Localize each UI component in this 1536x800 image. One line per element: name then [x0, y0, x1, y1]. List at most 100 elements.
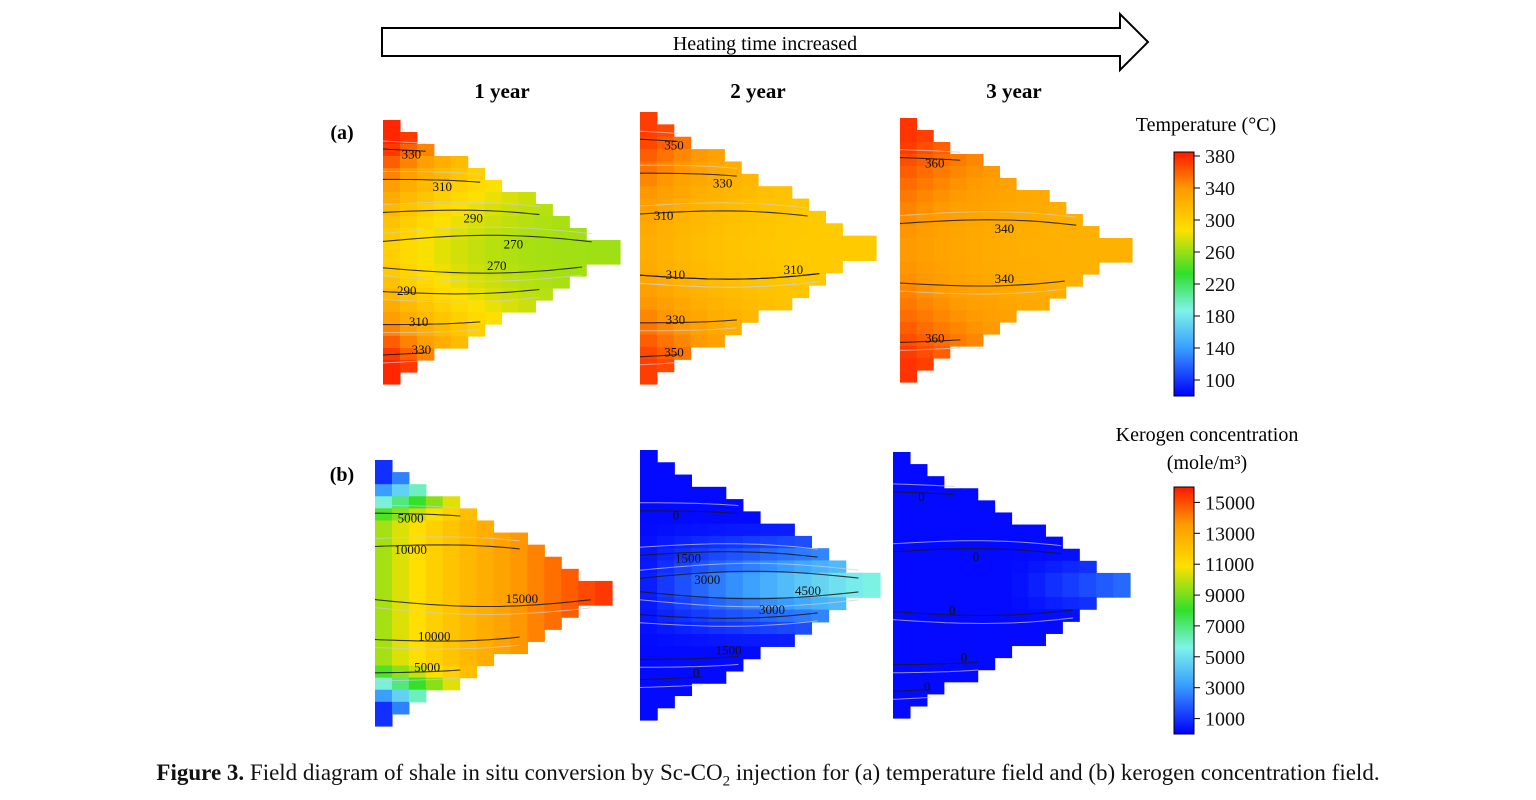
- field-cell: [544, 568, 562, 582]
- field-cell: [900, 286, 918, 299]
- field-cell: [708, 670, 727, 684]
- contour-line-minor: [383, 329, 481, 334]
- field-cell: [725, 585, 744, 598]
- field-cell: [690, 309, 709, 323]
- field-cell: [1016, 250, 1034, 263]
- field-cell: [933, 142, 951, 155]
- field-cell: [674, 535, 693, 549]
- field-cell: [725, 621, 744, 635]
- field-cell: [1045, 572, 1063, 586]
- contour-line: [374, 636, 520, 642]
- field-cell: [859, 235, 877, 249]
- field-cell: [484, 204, 503, 217]
- field-cell: [909, 560, 928, 574]
- field-cell: [408, 641, 427, 655]
- contour-line: [640, 319, 737, 324]
- field-cell: [916, 166, 934, 179]
- contour-label: 330: [713, 175, 733, 190]
- field-cell: [459, 665, 478, 679]
- field-cell: [535, 288, 553, 301]
- field-cell: [943, 548, 962, 562]
- field-cell: [893, 621, 911, 634]
- field-cell: [433, 240, 452, 253]
- colorbar-tick-label: 100: [1205, 370, 1235, 392]
- field-cell: [433, 300, 452, 313]
- field-cell: [926, 572, 945, 586]
- field-cell: [691, 585, 710, 598]
- field-cell: [674, 621, 693, 635]
- field-cell: [916, 274, 934, 287]
- field-cell: [640, 658, 658, 672]
- field-cell: [724, 235, 742, 249]
- field-cell: [569, 240, 587, 253]
- field-cell: [994, 585, 1013, 598]
- field-cell: [893, 560, 911, 574]
- field-cell: [399, 168, 418, 181]
- field-cell: [535, 204, 553, 217]
- contour-line: [892, 609, 1074, 617]
- field-cell: [933, 250, 951, 263]
- field-cell: [383, 192, 401, 205]
- field-cell: [926, 548, 945, 562]
- field-cell: [408, 689, 427, 703]
- field-cell: [758, 272, 776, 286]
- colorbar-tick-label: 1000: [1205, 709, 1245, 731]
- field-cell: [811, 609, 830, 623]
- field-cell: [893, 669, 911, 683]
- field-cell: [657, 462, 675, 476]
- field-cell: [707, 334, 725, 348]
- field-cell: [725, 646, 744, 660]
- contour-line-minor: [892, 483, 955, 488]
- field-cell: [459, 605, 478, 618]
- field-cell: [476, 653, 495, 667]
- contour-label: 0: [693, 665, 700, 680]
- field-cell: [493, 593, 512, 606]
- field-cell: [493, 629, 512, 642]
- field-cell: [691, 634, 710, 647]
- field-cell: [774, 198, 793, 212]
- field-cell: [774, 235, 793, 249]
- field-cell: [893, 633, 911, 647]
- field-cell: [375, 653, 393, 667]
- field-cell: [1045, 548, 1063, 562]
- field-cell: [673, 136, 692, 150]
- field-cell: [943, 621, 962, 634]
- field-cell: [1082, 250, 1100, 263]
- field-cell: [673, 210, 692, 224]
- field-cell: [900, 262, 918, 275]
- field-cell: [808, 260, 827, 274]
- field-cell: [467, 228, 486, 241]
- field-cell: [791, 235, 810, 249]
- field-cell: [741, 260, 759, 274]
- field-cell: [933, 154, 951, 167]
- field-cell: [657, 499, 675, 512]
- field-cell: [375, 484, 393, 497]
- field-cell: [527, 580, 545, 594]
- field-cell: [391, 677, 410, 691]
- field-cell: [1049, 238, 1067, 251]
- field-cell: [383, 300, 401, 313]
- field-cell: [691, 646, 710, 660]
- field-cell: [391, 508, 410, 522]
- field-cell: [399, 132, 418, 145]
- kerogen-map-1-year: 5000 10000 15000 10000 5000: [374, 460, 613, 727]
- field-cell: [893, 476, 911, 489]
- field-cell: [909, 572, 928, 586]
- field-cell: [1011, 524, 1030, 538]
- field-cell: [375, 508, 393, 522]
- field-cell: [656, 124, 675, 138]
- field-cell: [949, 190, 967, 203]
- field-cell: [690, 223, 709, 237]
- field-cell: [933, 274, 951, 287]
- field-cell: [900, 190, 918, 203]
- field-cell: [391, 605, 410, 618]
- field-cell: [416, 192, 435, 205]
- contour-line: [375, 512, 461, 517]
- field-cell: [569, 228, 587, 241]
- field-cell: [724, 223, 742, 237]
- contour-line: [639, 612, 818, 619]
- field-cell: [673, 322, 692, 336]
- field-cell: [741, 248, 759, 261]
- field-cell: [416, 324, 435, 337]
- field-cell: [828, 572, 847, 586]
